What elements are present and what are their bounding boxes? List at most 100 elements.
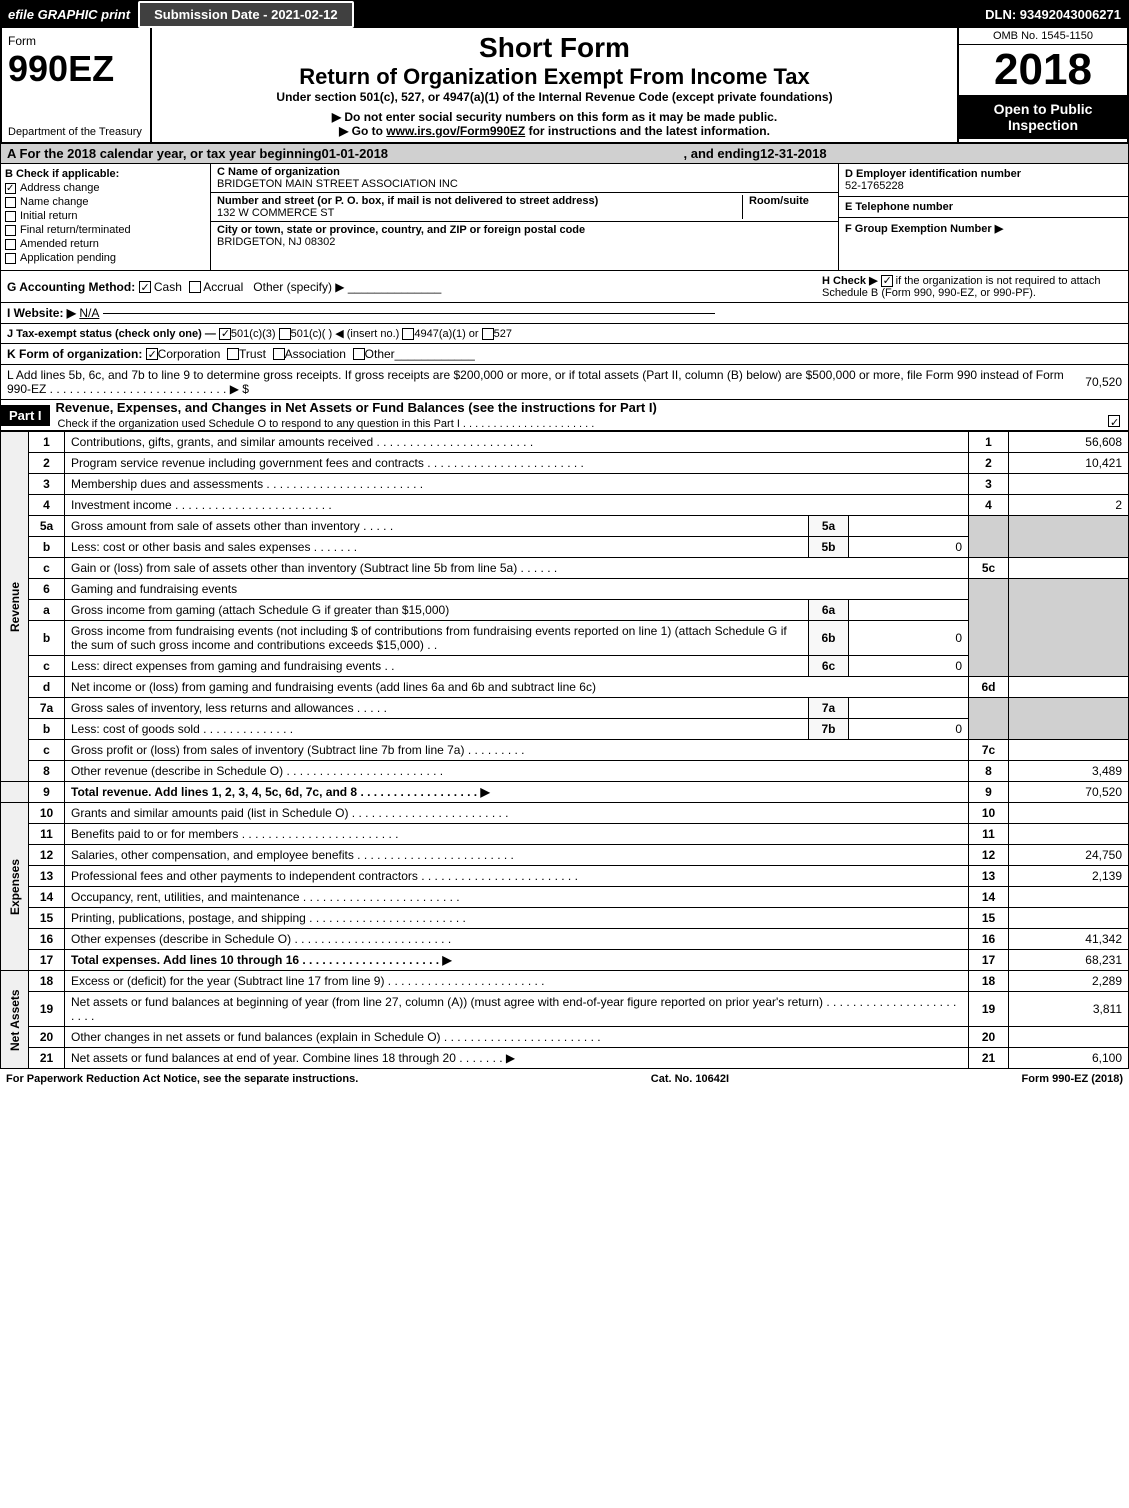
line-desc: Benefits paid to or for members [71, 827, 238, 841]
line-desc: Gross amount from sale of assets other t… [71, 519, 360, 533]
group-exemption-row: F Group Exemption Number ▶ [839, 218, 1128, 239]
lines-table: Revenue 1 Contributions, gifts, grants, … [0, 431, 1129, 1069]
checkbox-icon [5, 225, 16, 236]
under-section-text: Under section 501(c), 527, or 4947(a)(1)… [162, 90, 947, 104]
j-501c3: 501(c)(3) [231, 328, 276, 340]
i-label: I Website: ▶ [7, 306, 76, 320]
line-5a: 5a Gross amount from sale of assets othe… [1, 516, 1129, 537]
chk-accrual[interactable] [189, 281, 201, 293]
department: Department of the Treasury [8, 126, 142, 138]
line-desc: Investment income [71, 498, 172, 512]
goto-post: for instructions and the latest informat… [525, 124, 770, 138]
line-num: 4 [29, 495, 65, 516]
line-value: 70,520 [1009, 782, 1129, 803]
org-city-row: City or town, state or province, country… [211, 222, 838, 250]
j-527: 527 [494, 328, 512, 340]
k-other: Other [365, 347, 395, 361]
chk-label: Amended return [20, 238, 99, 250]
chk-address-change[interactable]: Address change [5, 182, 206, 194]
org-address-row: Number and street (or P. O. box, if mail… [211, 193, 838, 222]
line-6a: a Gross income from gaming (attach Sched… [1, 600, 1129, 621]
goto-link[interactable]: www.irs.gov/Form990EZ [386, 124, 525, 138]
group-label: F Group Exemption Number ▶ [845, 223, 1003, 235]
do-not-enter-text: ▶ Do not enter social security numbers o… [162, 110, 947, 124]
row-i-website: I Website: ▶ N/A [0, 303, 1129, 324]
info-block: B Check if applicable: Address change Na… [0, 164, 1129, 271]
column-b-checkboxes: B Check if applicable: Address change Na… [1, 164, 211, 270]
line-desc: Other changes in net assets or fund bala… [71, 1030, 441, 1044]
chk-assoc[interactable] [273, 348, 285, 360]
chk-501c[interactable] [279, 328, 291, 340]
row-a-begin: 01-01-2018 [322, 146, 389, 161]
line-num: c [29, 558, 65, 579]
line-desc: Other expenses (describe in Schedule O) [71, 932, 291, 946]
chk-other-org[interactable] [353, 348, 365, 360]
header-right: OMB No. 1545-1150 2018 Open to Public In… [957, 28, 1127, 142]
line-21: 21Net assets or fund balances at end of … [1, 1048, 1129, 1069]
chk-label: Final return/terminated [20, 224, 131, 236]
line-num: 13 [29, 866, 65, 887]
line-code: 10 [969, 803, 1009, 824]
goto-pre: ▶ Go to [339, 124, 386, 138]
chk-application-pending[interactable]: Application pending [5, 252, 206, 264]
line-code: 19 [969, 992, 1009, 1027]
page-footer: For Paperwork Reduction Act Notice, see … [0, 1069, 1129, 1089]
line-code: 16 [969, 929, 1009, 950]
chk-label: Name change [20, 196, 89, 208]
line-num: 5a [29, 516, 65, 537]
chk-initial-return[interactable]: Initial return [5, 210, 206, 222]
addr-label: Number and street (or P. O. box, if mail… [217, 195, 598, 207]
row-a-tax-year: A For the 2018 calendar year, or tax yea… [0, 144, 1129, 164]
chk-schedule-b[interactable] [881, 275, 893, 287]
short-form-title: Short Form [162, 32, 947, 64]
line-code: 4 [969, 495, 1009, 516]
mid-value [849, 600, 969, 621]
chk-schedule-o[interactable] [1108, 415, 1120, 427]
line-num: 9 [29, 782, 65, 803]
line-11: 11Benefits paid to or for members11 [1, 824, 1129, 845]
mid-value [849, 698, 969, 719]
line-value: 10,421 [1009, 453, 1129, 474]
chk-trust[interactable] [227, 348, 239, 360]
chk-name-change[interactable]: Name change [5, 196, 206, 208]
chk-corp[interactable] [146, 348, 158, 360]
line-10: Expenses 10 Grants and similar amounts p… [1, 803, 1129, 824]
part-1-label: Part I [1, 405, 50, 426]
shaded-cell [1009, 579, 1129, 677]
mid-value [849, 516, 969, 537]
mid-value: 0 [849, 719, 969, 740]
dln-label: DLN: 93492043006271 [985, 7, 1129, 22]
line-num: 17 [29, 950, 65, 971]
chk-527[interactable] [482, 328, 494, 340]
line-code: 1 [969, 432, 1009, 453]
line-code: 20 [969, 1027, 1009, 1048]
line-3: 3 Membership dues and assessments 3 [1, 474, 1129, 495]
row-a-pre: A For the 2018 calendar year, or tax yea… [7, 146, 322, 161]
top-bar: efile GRAPHIC print Submission Date - 20… [0, 0, 1129, 28]
cash-label: Cash [154, 280, 182, 294]
line-value: 3,811 [1009, 992, 1129, 1027]
line-6b: b Gross income from fundraising events (… [1, 621, 1129, 656]
chk-501c3[interactable] [219, 328, 231, 340]
line-value: 56,608 [1009, 432, 1129, 453]
line-desc: Salaries, other compensation, and employ… [71, 848, 354, 862]
line-code: 11 [969, 824, 1009, 845]
line-desc: Occupancy, rent, utilities, and maintena… [71, 890, 300, 904]
line-desc: Gross income from fundraising events (no… [71, 624, 787, 652]
line-num: 12 [29, 845, 65, 866]
mid-value: 0 [849, 621, 969, 656]
chk-4947[interactable] [402, 328, 414, 340]
line-num: a [29, 600, 65, 621]
header-center: Short Form Return of Organization Exempt… [152, 28, 957, 142]
chk-final-return[interactable]: Final return/terminated [5, 224, 206, 236]
line-num: 18 [29, 971, 65, 992]
chk-amended-return[interactable]: Amended return [5, 238, 206, 250]
h-label: H Check ▶ [822, 275, 878, 287]
line-desc: Gross profit or (loss) from sales of inv… [71, 743, 464, 757]
expenses-section-label: Expenses [1, 803, 29, 971]
line-4: 4 Investment income 4 2 [1, 495, 1129, 516]
line-code: 5c [969, 558, 1009, 579]
tel-row: E Telephone number [839, 197, 1128, 218]
chk-cash[interactable] [139, 281, 151, 293]
chk-label: Application pending [20, 252, 116, 264]
